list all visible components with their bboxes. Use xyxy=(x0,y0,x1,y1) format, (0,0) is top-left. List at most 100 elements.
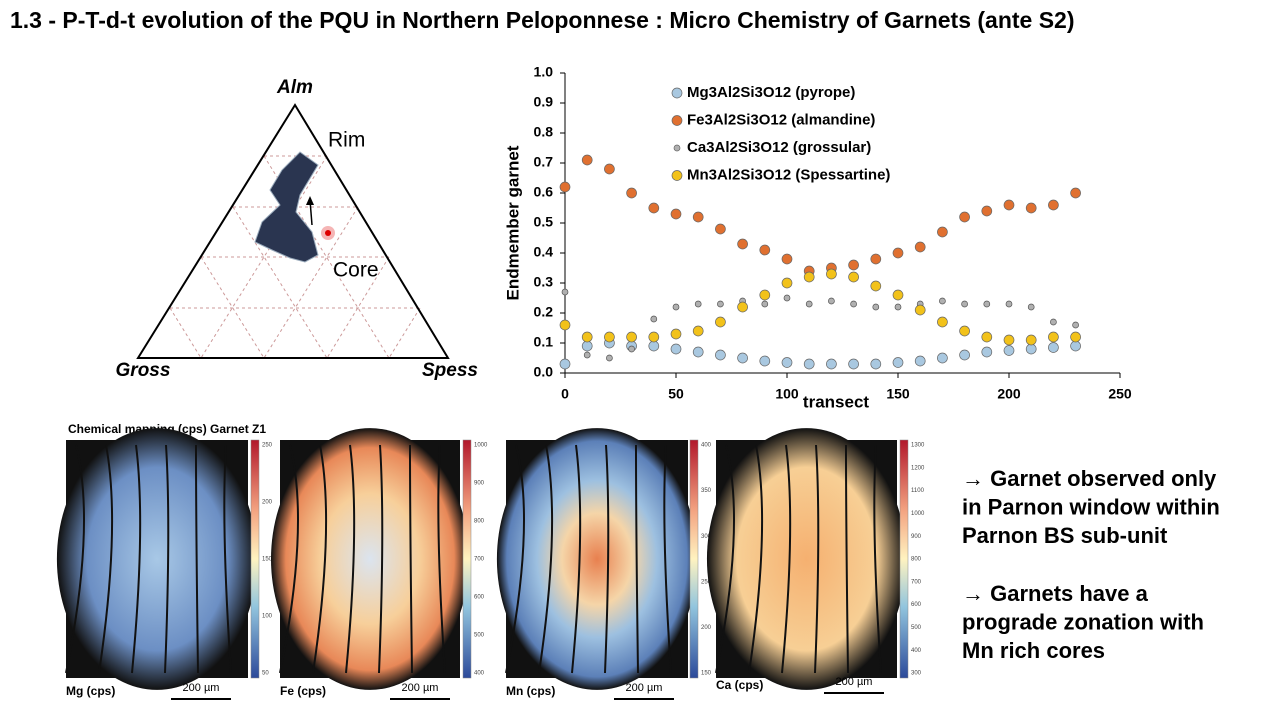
data-point xyxy=(892,357,904,368)
colorbar-label: 1300 xyxy=(911,443,925,449)
colorbar-label: 250 xyxy=(701,579,712,585)
bullet-line: prograde zonation with xyxy=(962,609,1204,634)
map-crack xyxy=(814,444,820,674)
colorbar-label: 400 xyxy=(911,648,922,654)
y-tick-label: 0.3 xyxy=(534,274,554,290)
data-point xyxy=(1025,334,1037,346)
data-point xyxy=(959,211,970,223)
map-grain xyxy=(56,428,258,690)
data-point xyxy=(828,297,835,305)
data-point xyxy=(759,244,771,256)
data-point xyxy=(1048,199,1059,211)
colorbar-label: 200 xyxy=(262,500,273,506)
data-point xyxy=(559,319,571,331)
map-label: Mg (cps) xyxy=(66,684,115,698)
data-point xyxy=(648,202,660,214)
x-tick-label: 200 xyxy=(997,386,1021,402)
x-tick-label: 50 xyxy=(668,386,684,402)
colorbar xyxy=(462,439,472,679)
legend-marker xyxy=(673,144,681,152)
data-point xyxy=(694,300,702,308)
data-point xyxy=(781,357,793,368)
data-point xyxy=(870,280,882,292)
data-point xyxy=(737,352,748,364)
x-tick-label: 0 xyxy=(561,386,569,402)
data-point xyxy=(803,271,815,283)
data-point xyxy=(914,241,926,253)
data-point xyxy=(1003,334,1015,346)
data-point xyxy=(981,346,993,358)
data-point xyxy=(848,259,859,271)
map-crack xyxy=(409,444,413,674)
data-point xyxy=(1048,331,1059,343)
map-grain xyxy=(706,428,907,690)
colorbar-label: 100 xyxy=(262,614,273,620)
colorbar-label: 400 xyxy=(474,671,485,677)
colorbar-label: 400 xyxy=(701,443,712,449)
data-point xyxy=(961,300,968,308)
colorbar-label: 700 xyxy=(911,579,922,585)
data-point xyxy=(581,154,593,166)
legend-label: Fe3Al2Si3O12 (almandine) xyxy=(687,111,875,128)
map-crack xyxy=(604,444,610,674)
colorbar-label: 500 xyxy=(474,633,485,639)
colorbar-label: 600 xyxy=(911,602,922,608)
y-tick-label: 0.1 xyxy=(534,334,554,350)
data-point xyxy=(1027,303,1035,311)
x-axis-label: transect xyxy=(803,392,869,411)
y-tick-label: 0.5 xyxy=(534,214,554,230)
data-point xyxy=(561,288,569,296)
data-point xyxy=(981,205,993,217)
map-grain xyxy=(496,428,698,690)
data-point xyxy=(648,331,660,343)
colorbar-label: 1100 xyxy=(911,488,925,494)
map-crack xyxy=(663,444,672,674)
colorbar-label: 900 xyxy=(474,481,485,487)
colorbar-label: 300 xyxy=(701,534,712,540)
data-point xyxy=(759,355,771,367)
data-point xyxy=(937,226,948,238)
data-point xyxy=(604,163,615,175)
data-point xyxy=(1003,345,1015,356)
bullet-line: Mn rich cores xyxy=(962,638,1105,663)
map-crack xyxy=(164,444,170,674)
map-crack xyxy=(715,444,735,674)
legend-marker xyxy=(671,115,683,126)
apex-label: Alm xyxy=(276,77,313,98)
data-point xyxy=(781,277,793,289)
data-point xyxy=(848,271,859,283)
data-point xyxy=(1050,318,1057,326)
data-point xyxy=(848,358,859,370)
y-tick-label: 0.4 xyxy=(534,244,554,260)
data-point xyxy=(1025,343,1037,355)
data-point xyxy=(870,358,882,370)
data-point xyxy=(670,328,682,340)
data-point xyxy=(626,187,637,199)
map-grain xyxy=(271,428,469,690)
data-point xyxy=(672,303,680,311)
colorbar-label: 300 xyxy=(911,671,922,677)
bullet-line: Parnon BS sub-unit xyxy=(962,523,1168,548)
bullet-line: → Garnets have a xyxy=(962,581,1149,606)
data-point xyxy=(626,331,637,343)
map-crack xyxy=(65,444,85,674)
apex-label: Gross xyxy=(116,360,171,381)
colorbar xyxy=(689,439,699,679)
data-point xyxy=(1005,300,1013,308)
map-crack xyxy=(279,444,299,674)
legend-label: Ca3Al2Si3O12 (grossular) xyxy=(687,139,871,156)
y-tick-label: 1.0 xyxy=(534,64,554,80)
data-point xyxy=(737,301,748,313)
data-point xyxy=(872,303,880,311)
data-point xyxy=(670,343,682,355)
data-point xyxy=(870,253,882,265)
map-crack xyxy=(312,444,328,674)
colorbar-label: 1000 xyxy=(474,443,488,449)
colorbar-label: 350 xyxy=(701,488,712,494)
colorbar-label: 500 xyxy=(911,625,922,631)
ternary-diagram: Alm Gross Spess Rim Core xyxy=(116,77,478,381)
colorbar-label: 800 xyxy=(911,557,922,563)
data-point xyxy=(983,300,991,308)
data-point xyxy=(939,297,946,305)
data-point xyxy=(715,223,726,235)
